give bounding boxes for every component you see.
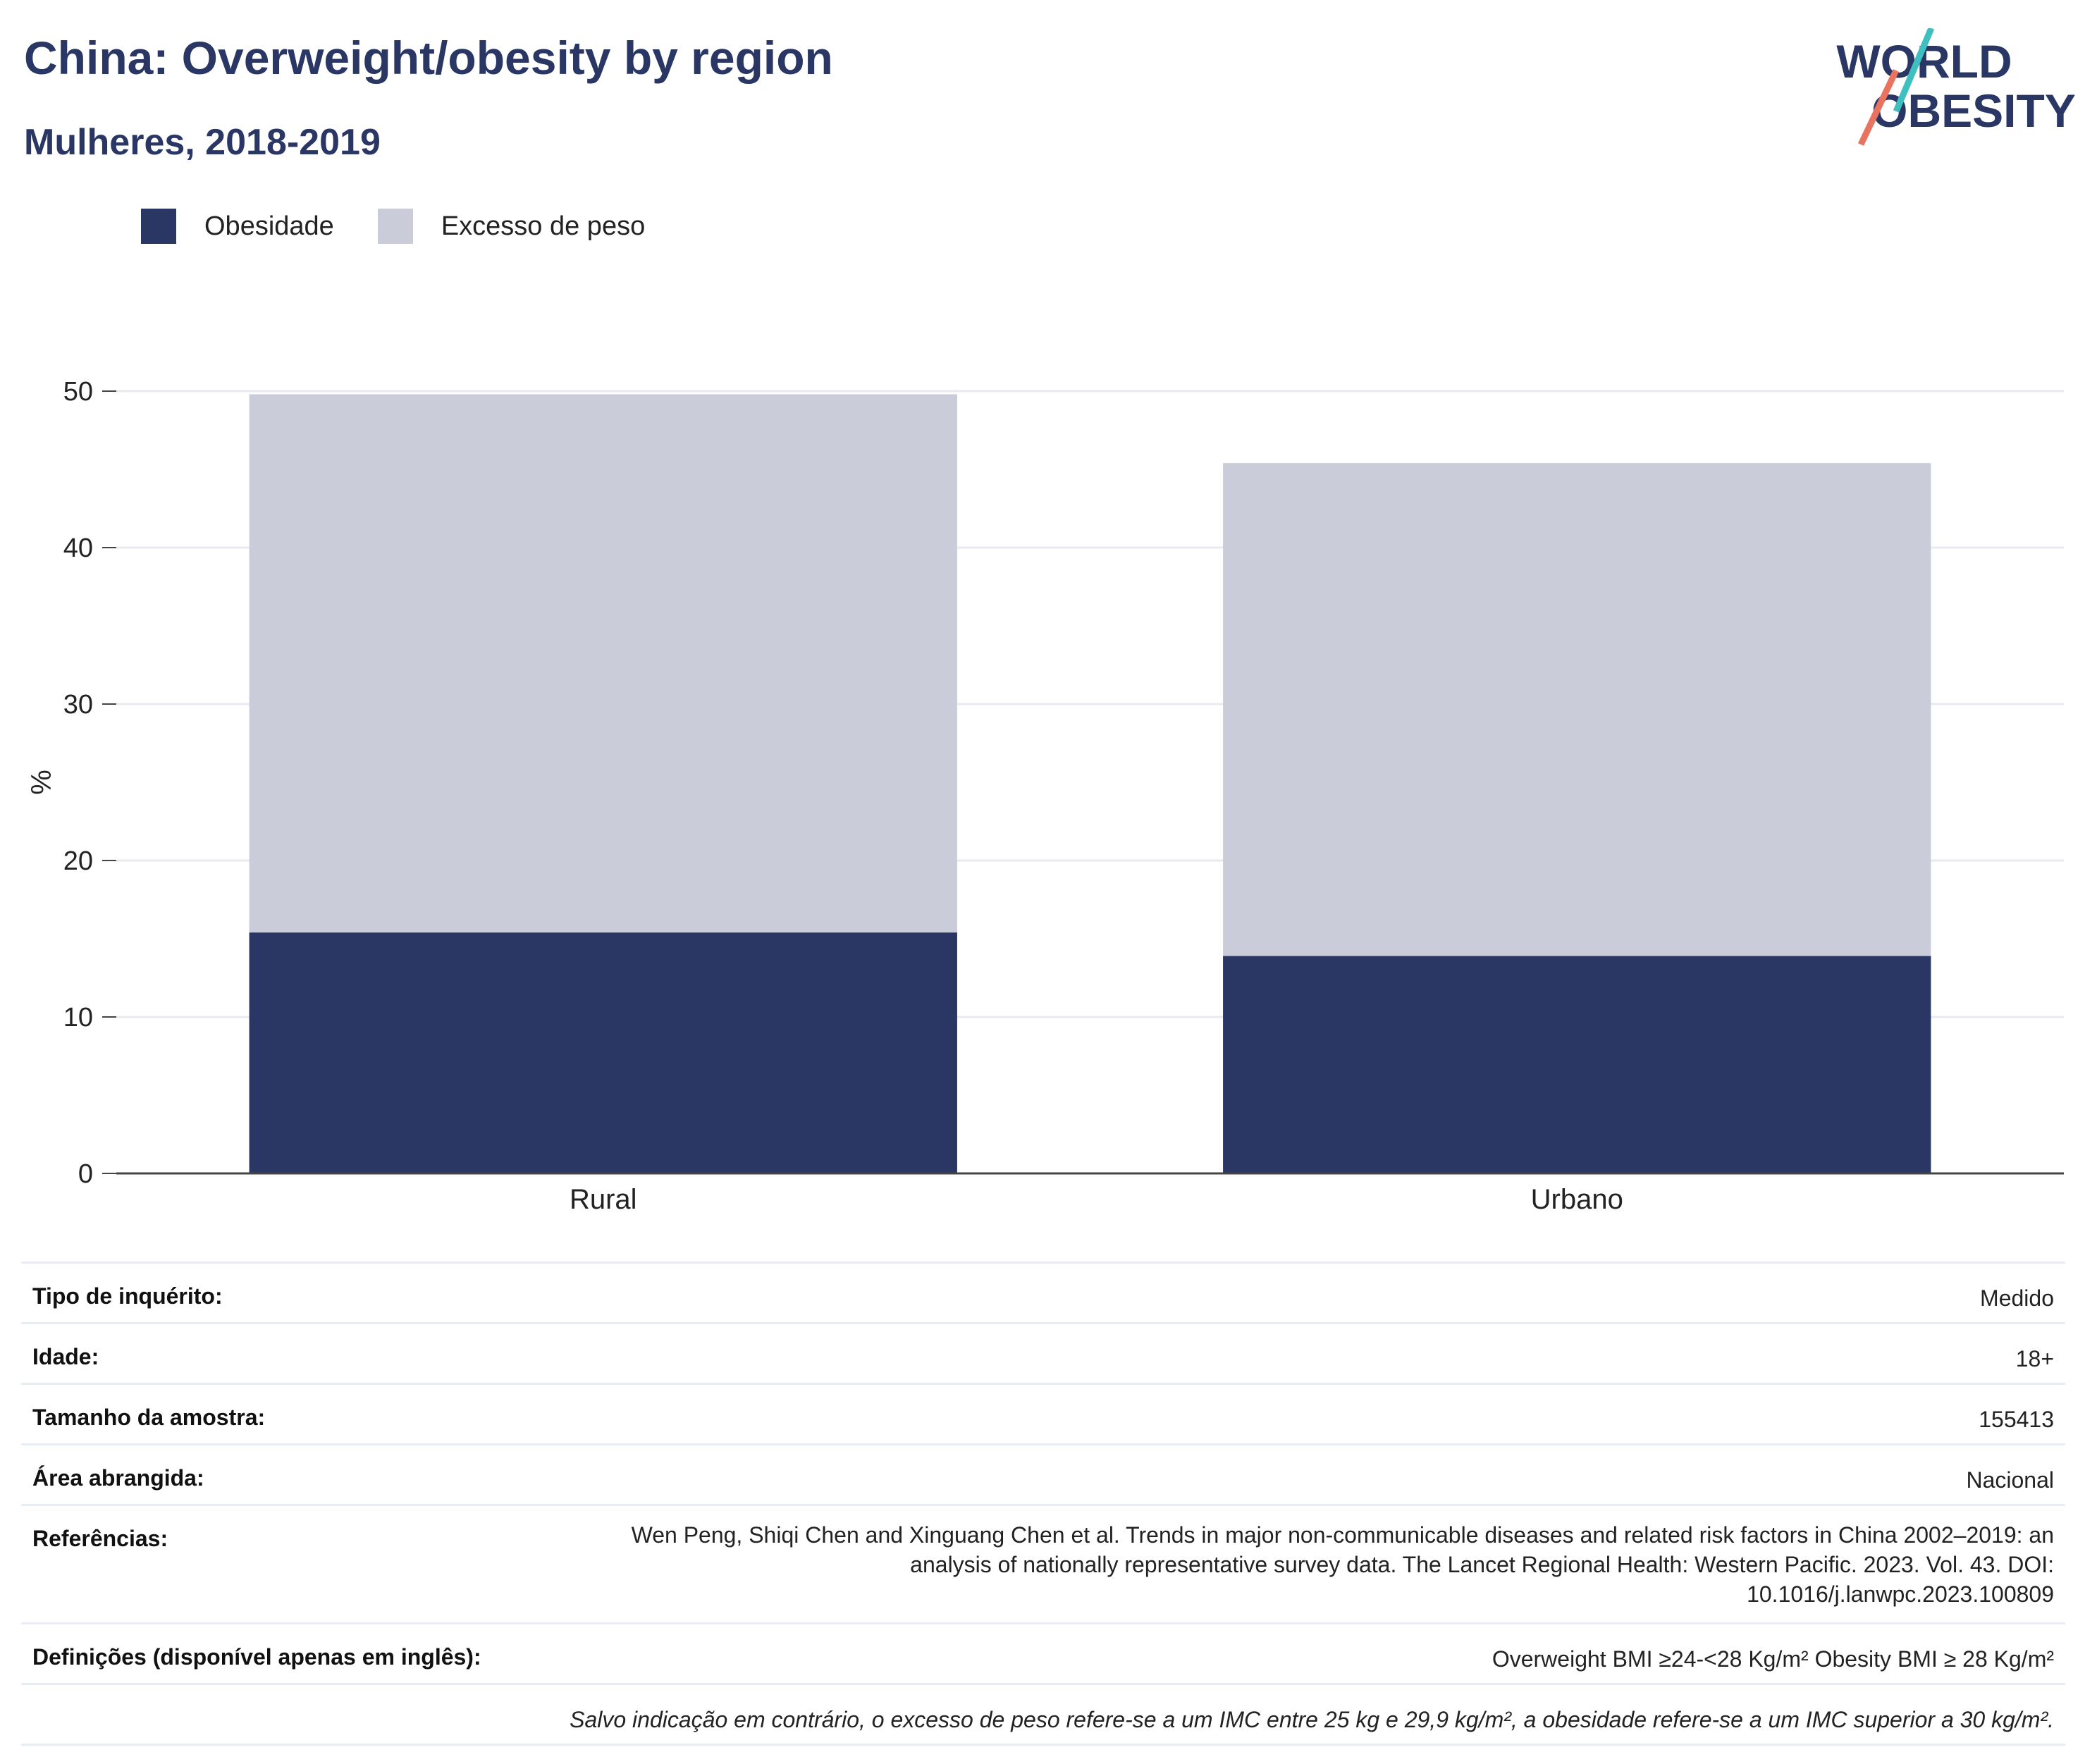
meta-label: Tamanho da amostra: [32,1405,266,1430]
x-tick-label: Rural [570,1184,637,1215]
logo-slash-teal [1893,28,1935,113]
meta-row-age: Idade: 18+ [21,1322,2065,1383]
y-tick-label: 50 [63,377,93,407]
x-tick-label: Urbano [1531,1184,1623,1215]
bar-obesity-rural [249,932,957,1173]
meta-row-references: Referências: Wen Peng, Shiqi Chen and Xi… [21,1504,2065,1622]
legend-swatch-overweight [377,209,413,244]
legend-swatch-obesity [141,209,176,244]
meta-label: Tipo de inquérito: [32,1283,223,1309]
meta-value: Nacional [1966,1467,2054,1493]
meta-value: Medido [1980,1285,2054,1311]
meta-row-note: Salvo indicação em contrário, o excesso … [21,1683,2065,1746]
meta-value: 18+ [2015,1346,2054,1371]
metadata-table: Tipo de inquérito: Medido Idade: 18+ Tam… [21,1262,2065,1746]
page-title: China: Overweight/obesity by region [24,32,833,84]
world-obesity-logo: WORLD OBESITY [1836,28,2076,146]
meta-label: Definições (disponível apenas em inglês)… [32,1644,481,1670]
meta-label: Referências: [32,1526,168,1551]
meta-value: Wen Peng, Shiqi Chen and Xinguang Chen e… [631,1522,2054,1607]
meta-row-sample-size: Tamanho da amostra: 155413 [21,1383,2065,1443]
legend-label-obesity: Obesidade [204,211,334,241]
stacked-bar-chart: 0 10 20 30 40 50% Rural Urbano [26,377,2064,1215]
meta-label: Área abrangida: [32,1465,204,1491]
chart-legend: Obesidade Excesso de peso [141,209,689,244]
meta-row-definitions: Definições (disponível apenas em inglês)… [21,1622,2065,1683]
meta-row-area: Área abrangida: Nacional [21,1443,2065,1504]
y-tick-label: 10 [63,1003,93,1032]
y-axis-label: % [26,770,57,795]
meta-note: Salvo indicação em contrário, o excesso … [570,1707,2054,1732]
page-subtitle: Mulheres, 2018-2019 [24,122,381,163]
logo-slash-red [1857,69,1900,146]
legend-label-overweight: Excesso de peso [441,211,646,241]
bar-overweight-rural [249,394,957,933]
y-tick-label: 30 [63,690,93,720]
meta-value: Overweight BMI ≥24-<28 Kg/m² Obesity BMI… [1492,1646,2054,1672]
meta-value: 155413 [1979,1407,2054,1432]
legend-item-overweight[interactable]: Excesso de peso [377,209,646,244]
meta-label: Idade: [32,1344,99,1369]
meta-row-survey-type: Tipo de inquérito: Medido [21,1262,2065,1322]
y-tick-label: 20 [63,846,93,876]
bar-overweight-urbano [1223,463,1931,956]
y-tick-label: 40 [63,533,93,563]
legend-item-obesity[interactable]: Obesidade [141,209,334,244]
bar-obesity-urbano [1223,956,1931,1173]
y-tick-label: 0 [78,1159,93,1189]
